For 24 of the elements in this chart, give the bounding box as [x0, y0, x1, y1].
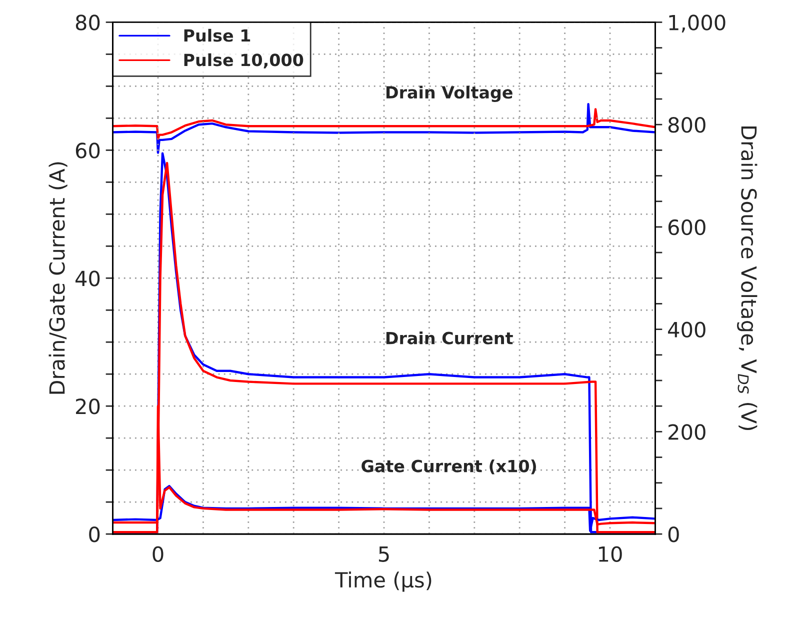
x-tick-label: 10	[599, 546, 622, 562]
line-series	[112, 108, 656, 140]
y2-tick-label: 400	[668, 322, 706, 338]
y2-tick-label: 200	[668, 424, 706, 440]
x-tick-label: 5	[378, 546, 389, 562]
y2-tick-label: 800	[668, 117, 706, 133]
y2-tick-label: 0	[668, 526, 679, 542]
legend-label: Pulse 1	[184, 28, 250, 42]
y-tick-label: 80	[76, 14, 100, 30]
y-tick-label: 40	[76, 270, 100, 286]
y-tick-label: 20	[76, 398, 100, 414]
x-axis-title: Time (µs)	[334, 572, 432, 592]
annotation: Drain Current	[386, 331, 513, 344]
line-series	[112, 103, 656, 154]
y-tick-label: 60	[76, 142, 100, 158]
y-tick-label: 0	[89, 526, 100, 542]
y2-tick-label: 1,000	[669, 14, 726, 33]
y-axis-title: Drain/Gate Current (A)	[48, 162, 68, 394]
annotation: Gate Current (x10)	[362, 459, 536, 474]
legend-label: Pulse 10,000	[184, 53, 304, 68]
y2-axis-title: Drain Source Voltage, V$_{DS}$ (V)	[737, 126, 758, 430]
annotation: Drain Voltage	[386, 86, 512, 102]
y2-tick-label: 600	[668, 219, 706, 236]
x-tick-label: 0	[152, 546, 164, 562]
